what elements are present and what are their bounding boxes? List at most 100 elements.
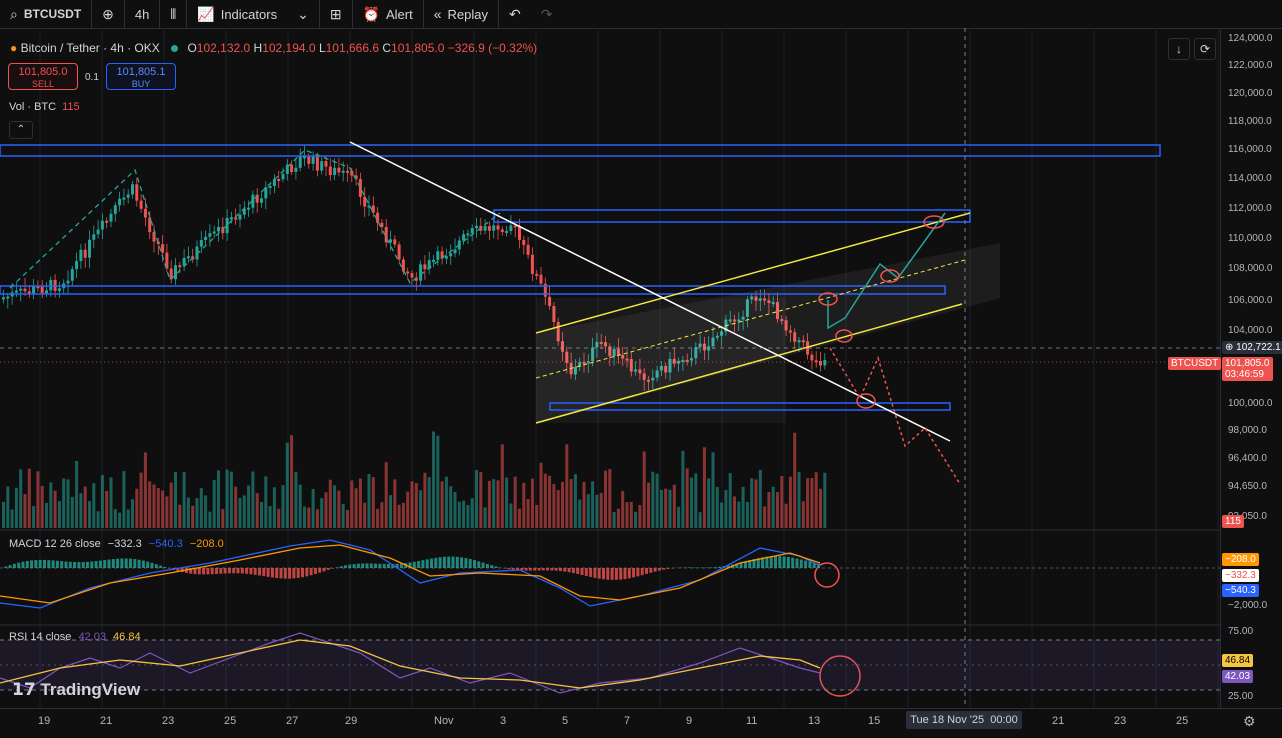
scroll-down-button[interactable]: ↓ [1168, 38, 1190, 60]
marker-circle [857, 394, 875, 408]
candles-icon: ⫴ [170, 6, 176, 23]
tradingview-watermark: 𝟭𝟳 TradingView [12, 680, 140, 700]
legend-open: 102,132.0 [197, 41, 250, 55]
time-label: Nov [434, 715, 454, 727]
undo-icon: ↶ [509, 6, 521, 23]
legend-l-label: L [319, 41, 326, 55]
rsi-value-1: 42.03 [78, 631, 106, 643]
legend-name: Bitcoin / Tether · 4h · OKX [21, 41, 160, 55]
grid-icon: ⊞ [330, 6, 342, 23]
legend-logo-icon: ● [10, 41, 17, 55]
interval-label: 4h [135, 7, 149, 22]
price-label: 120,000.0 [1228, 88, 1273, 99]
volume-value: 115 [62, 101, 80, 113]
time-label: 11 [746, 715, 757, 727]
indicators-icon: 📈 [197, 6, 214, 23]
macd-label: MACD 12 26 close [9, 538, 101, 550]
time-label: 9 [686, 715, 692, 727]
price-label: 104,000.0 [1228, 325, 1273, 336]
undo-button[interactable]: ↶ [499, 0, 531, 28]
legend-high: 102,194.0 [262, 41, 315, 55]
time-label: 3 [500, 715, 506, 727]
time-label: 27 [286, 715, 298, 727]
indicators-label: Indicators [221, 7, 277, 22]
macd-value-3: −208.0 [190, 538, 224, 550]
replay-label: Replay [448, 7, 488, 22]
chart-canvas[interactable] [0, 28, 1220, 708]
plus-circle-icon: ⊕ [1225, 342, 1233, 353]
buy-price: 101,805.1 [107, 66, 175, 78]
time-label: 23 [1114, 715, 1126, 727]
symbol-name: BTCUSDT [24, 7, 81, 21]
bear-scenario [830, 348, 960, 484]
rsi-legend: RSI 14 close 42.03 46.84 [9, 631, 141, 643]
rsi-tag-ma: 46.84 [1222, 654, 1253, 667]
legend-low: 101,666.6 [326, 41, 379, 55]
sell-button[interactable]: 101,805.0 SELL [8, 63, 78, 90]
refresh-icon: ⟳ [1200, 42, 1210, 56]
time-label: 15 [868, 715, 880, 727]
rsi-axis-25: 25.00 [1228, 691, 1253, 702]
rsi-tag-rsi: 42.03 [1222, 670, 1253, 683]
symbol-legend: ● Bitcoin / Tether · 4h · OKX O102,132.0… [10, 41, 537, 55]
gear-icon[interactable]: ⚙ [1243, 713, 1256, 730]
time-label: 25 [224, 715, 236, 727]
price-label: 110,000.0 [1228, 233, 1272, 244]
swing-path [10, 150, 500, 288]
symbol-tag: BTCUSDT [1168, 357, 1221, 370]
price-label: 124,000.0 [1228, 33, 1273, 44]
legend-change: −326.9 (−0.32%) [448, 41, 537, 55]
compare-button[interactable]: ⊕ [92, 0, 125, 28]
chevron-down-icon: ⌄ [297, 6, 309, 23]
indicators-dropdown[interactable]: ⌄ [287, 0, 320, 28]
macd-tag-macd: −540.3 [1222, 584, 1259, 597]
time-axis[interactable] [0, 708, 1282, 738]
market-status-icon [171, 45, 178, 52]
rewind-icon: « [434, 6, 442, 22]
crosshair-price: 102,722.1 [1236, 342, 1281, 353]
time-label: 21 [100, 715, 112, 727]
signal-line [0, 545, 820, 603]
buy-label: BUY [107, 78, 175, 90]
rsi-value-2: 46.84 [113, 631, 141, 643]
resistance-zone-116k [0, 145, 1160, 156]
volume-label: Vol · BTC [9, 101, 56, 113]
alarm-icon: ⏰ [363, 6, 380, 23]
collapse-legend-button[interactable]: ⌃ [9, 121, 33, 139]
macd-axis-label: −2,000.0 [1228, 600, 1267, 611]
price-label: 116,000.0 [1228, 144, 1272, 155]
symbol-search[interactable]: ⌕ BTCUSDT [0, 0, 92, 28]
sell-label: SELL [9, 78, 77, 90]
macd-value-2: −540.3 [149, 538, 183, 550]
price-label: 100,000.0 [1228, 398, 1273, 409]
chart-type-button[interactable]: ⫴ [160, 0, 187, 28]
legend-h-label: H [254, 41, 263, 55]
legend-close: 101,805.0 [391, 41, 444, 55]
interval-button[interactable]: 4h [125, 0, 160, 28]
resistance-zone-111k [494, 210, 970, 222]
cursor-date: Tue 18 Nov '25 [910, 714, 984, 726]
time-label: 29 [345, 715, 357, 727]
macd-line [0, 540, 820, 608]
chevron-up-icon: ⌃ [17, 124, 25, 135]
search-icon: ⌕ [10, 6, 18, 23]
rsi-axis-75: 75.00 [1228, 626, 1253, 637]
macd-value-1: −332.3 [108, 538, 142, 550]
tv-logo-icon: 𝟭𝟳 [12, 680, 36, 699]
redo-button[interactable]: ↷ [531, 0, 563, 28]
time-label: 5 [562, 715, 568, 727]
time-label: 19 [38, 715, 50, 727]
replay-button[interactable]: « Replay [424, 0, 499, 28]
reset-chart-button[interactable]: ⟳ [1194, 38, 1216, 60]
legend-c-label: C [382, 41, 391, 55]
buy-button[interactable]: 101,805.1 BUY [106, 63, 176, 90]
price-label: 118,000.0 [1228, 116, 1272, 127]
rsi-label: RSI 14 close [9, 631, 71, 643]
indicators-button[interactable]: 📈 Indicators [187, 0, 287, 28]
last-price: 101,805.0 [1225, 358, 1270, 369]
alert-button[interactable]: ⏰ Alert [353, 0, 424, 28]
time-label: 13 [808, 715, 820, 727]
layout-button[interactable]: ⊞ [320, 0, 353, 28]
macd-tag-signal: −208.0 [1222, 553, 1259, 566]
time-label: 21 [1052, 715, 1064, 727]
